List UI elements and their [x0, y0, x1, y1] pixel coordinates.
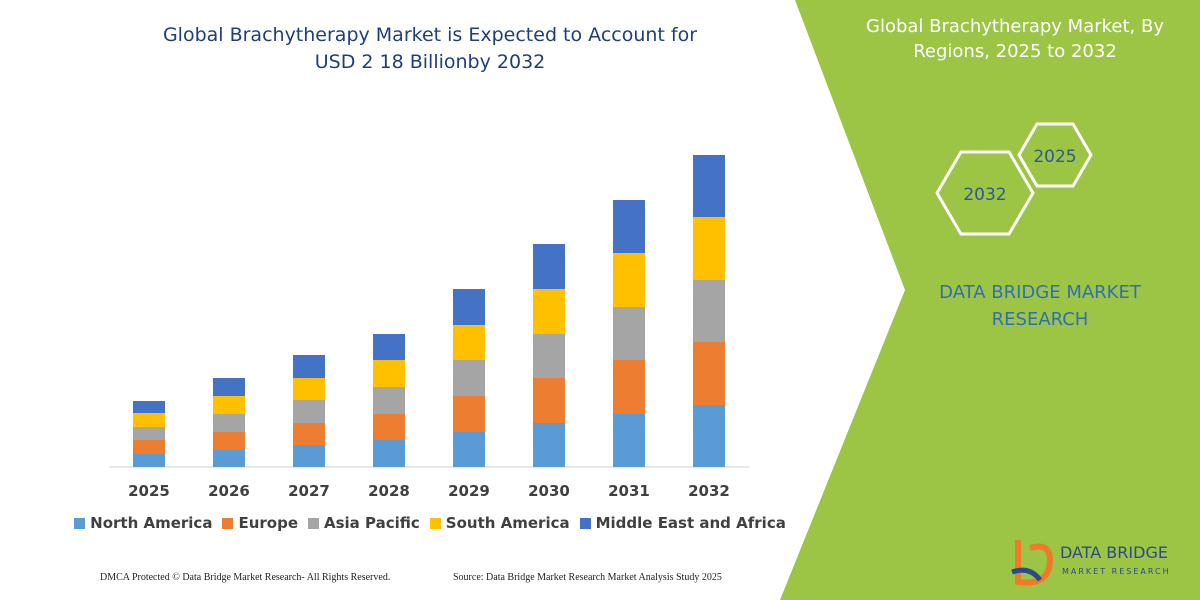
bar-segment — [453, 432, 485, 467]
bar-segment — [453, 360, 485, 396]
legend-swatch — [74, 517, 86, 529]
bar-segment — [213, 396, 245, 414]
bar-segment — [213, 378, 245, 396]
bar-segment — [533, 423, 565, 467]
bar-segment — [693, 342, 725, 405]
x-tick-label: 2026 — [208, 482, 250, 500]
source: Source: Data Bridge Market Research Mark… — [453, 572, 722, 583]
legend-swatch — [222, 517, 234, 529]
side-panel-bg — [780, 0, 1200, 600]
bar-segment — [693, 217, 725, 280]
chart-title: Global Brachytherapy Market is Expected … — [162, 24, 698, 73]
bar-segment — [213, 432, 245, 450]
bar-segment — [213, 450, 245, 467]
hexagon — [1017, 122, 1093, 188]
x-tick-label: 2027 — [288, 482, 330, 500]
bar-segment — [133, 413, 165, 427]
bar-segment — [453, 325, 485, 360]
bar-segment — [533, 378, 565, 423]
x-tick-label: 2025 — [128, 482, 170, 500]
bar-segment — [453, 289, 485, 325]
legend-item: North America — [74, 514, 212, 532]
bar-segment — [373, 360, 405, 387]
bar-segment — [533, 244, 565, 289]
bar-segment — [373, 334, 405, 360]
x-tick-label: 2030 — [528, 482, 570, 500]
bar-segment — [613, 414, 645, 467]
legend-item: Middle East and Africa — [579, 514, 786, 532]
bar-segment — [373, 440, 405, 467]
bar-segment — [213, 414, 245, 432]
bar-segment — [693, 405, 725, 467]
legend-item: South America — [429, 514, 570, 532]
logo-tagline: MARKET RESEARCH — [1062, 567, 1171, 576]
bar-segment — [293, 445, 325, 467]
legend-label: Middle East and Africa — [595, 514, 786, 532]
bar-segment — [293, 423, 325, 445]
bar-segment — [613, 307, 645, 360]
legend: North America Europe Asia Pacific South Ame… — [60, 514, 800, 532]
bar-segment — [533, 334, 565, 378]
legend-item: Europe — [222, 514, 298, 532]
bar-segment — [693, 155, 725, 217]
bar-segment — [293, 400, 325, 423]
legend-label: North America — [90, 514, 213, 532]
bar-segment — [613, 360, 645, 414]
hexagon — [935, 150, 1035, 236]
legend-label: Asia Pacific — [324, 514, 420, 532]
legend-item: Asia Pacific — [308, 514, 420, 532]
bar-segment — [453, 396, 485, 432]
legend-swatch — [579, 517, 591, 529]
bar-segment — [133, 427, 165, 440]
legend-swatch — [308, 517, 319, 529]
bar-segment — [373, 387, 405, 414]
bar-segment — [613, 253, 645, 307]
x-tick-label: 2031 — [608, 482, 650, 500]
legend-label: South America — [445, 514, 570, 532]
bar-segment — [373, 414, 405, 440]
logo-icon — [1011, 540, 1054, 586]
bar-segment — [533, 289, 565, 334]
legend-label: Europe — [238, 514, 298, 532]
bar-segment — [693, 280, 725, 342]
bar-segment — [613, 200, 645, 253]
dmca: DMCA Protected © Data Bridge Market Rese… — [100, 572, 391, 583]
brand: DATA BRIDGE MARKET RESEARCH — [939, 282, 1141, 330]
legend-swatch — [429, 517, 441, 529]
hexagon-label: 2025 — [1033, 147, 1076, 167]
bar-segment — [133, 440, 165, 454]
bar-segment — [293, 378, 325, 400]
bar-segment — [133, 454, 165, 467]
logo-name: DATA BRIDGE — [1060, 543, 1168, 562]
x-tick-label: 2032 — [688, 482, 730, 500]
side-title: Global Brachytherapy Market, By Regions,… — [866, 16, 1164, 62]
bar-segment — [293, 355, 325, 378]
x-tick-label: 2029 — [448, 482, 490, 500]
bar-segment — [133, 401, 165, 413]
x-tick-label: 2028 — [368, 482, 410, 500]
hexagon-label: 2032 — [963, 185, 1006, 205]
